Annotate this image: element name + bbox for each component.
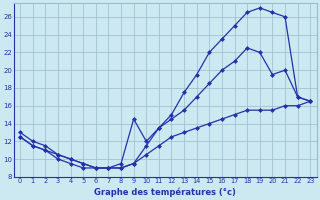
X-axis label: Graphe des températures (°c): Graphe des températures (°c): [94, 187, 236, 197]
